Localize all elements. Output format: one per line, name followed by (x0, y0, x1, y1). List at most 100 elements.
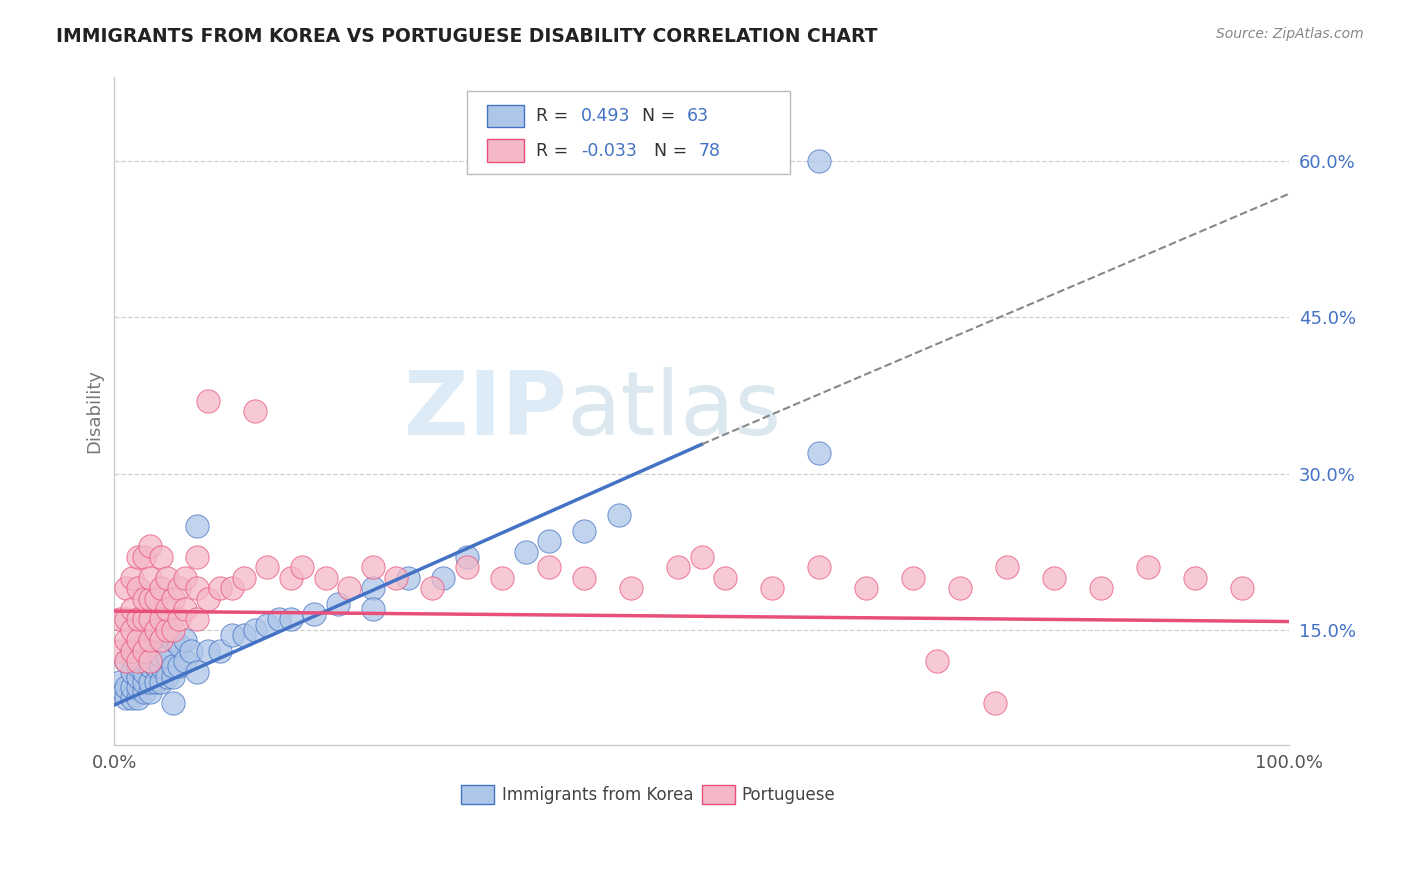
Point (115, 612, 138, 626)
Point (984, 696, 1007, 710)
Point (537, 560, 560, 574)
Text: N =: N = (654, 142, 692, 160)
Point (1043, 571, 1066, 585)
FancyBboxPatch shape (702, 785, 734, 804)
Point (432, 571, 454, 585)
Point (245, 404, 267, 418)
Text: 78: 78 (699, 142, 720, 160)
Point (138, 685, 160, 699)
Point (121, 690, 143, 705)
Point (162, 670, 184, 684)
Point (156, 571, 179, 585)
Point (808, 560, 831, 574)
Point (145, 659, 167, 673)
Point (150, 659, 173, 673)
Point (180, 643, 202, 657)
Point (127, 612, 149, 626)
Text: 0.493: 0.493 (581, 107, 630, 125)
Y-axis label: Disability: Disability (86, 369, 103, 453)
Point (127, 680, 149, 694)
Point (609, 508, 631, 523)
Point (456, 560, 478, 574)
Point (808, 153, 831, 168)
Point (690, 549, 713, 564)
Text: Immigrants from Korea: Immigrants from Korea (502, 786, 693, 804)
Point (714, 571, 737, 585)
Point (1230, 581, 1253, 595)
Point (121, 571, 143, 585)
Point (115, 581, 138, 595)
Text: R =: R = (536, 107, 574, 125)
Text: R =: R = (536, 142, 574, 160)
FancyBboxPatch shape (486, 139, 524, 162)
Point (156, 623, 179, 637)
Point (156, 670, 179, 684)
Point (167, 581, 190, 595)
Point (145, 633, 167, 648)
Point (808, 445, 831, 459)
Point (925, 654, 948, 668)
Point (1090, 581, 1112, 595)
Point (110, 643, 132, 657)
Point (173, 602, 195, 616)
Point (132, 549, 155, 564)
Point (150, 628, 173, 642)
Text: ZIP: ZIP (404, 368, 567, 455)
Point (127, 549, 149, 564)
Point (167, 639, 190, 653)
Point (138, 571, 160, 585)
Point (1137, 560, 1160, 574)
Point (491, 571, 513, 585)
Point (456, 549, 478, 564)
Point (138, 654, 160, 668)
Point (173, 633, 195, 648)
Point (209, 643, 232, 657)
Point (132, 591, 155, 606)
FancyBboxPatch shape (486, 104, 524, 128)
Point (267, 612, 290, 626)
Point (127, 690, 149, 705)
Text: IMMIGRANTS FROM KOREA VS PORTUGUESE DISABILITY CORRELATION CHART: IMMIGRANTS FROM KOREA VS PORTUGUESE DISA… (56, 27, 877, 45)
Point (138, 675, 160, 690)
Point (256, 617, 278, 632)
Point (173, 654, 195, 668)
Point (150, 648, 173, 663)
Point (115, 654, 138, 668)
Point (110, 675, 132, 690)
Point (186, 665, 208, 679)
Point (315, 571, 337, 585)
Point (167, 612, 190, 626)
Point (162, 633, 184, 648)
Point (145, 675, 167, 690)
Point (138, 540, 160, 554)
Point (121, 643, 143, 657)
Point (132, 675, 155, 690)
Point (761, 581, 783, 595)
Point (121, 665, 143, 679)
Point (361, 581, 384, 595)
Point (132, 654, 155, 668)
Point (127, 670, 149, 684)
Point (280, 612, 302, 626)
Point (232, 628, 254, 642)
Point (245, 623, 267, 637)
Point (574, 571, 596, 585)
FancyBboxPatch shape (467, 91, 790, 174)
Point (138, 612, 160, 626)
Point (361, 560, 384, 574)
Point (186, 549, 208, 564)
Point (1184, 571, 1206, 585)
Point (337, 581, 360, 595)
Point (186, 612, 208, 626)
Point (162, 659, 184, 673)
Point (209, 581, 232, 595)
Point (127, 633, 149, 648)
FancyBboxPatch shape (461, 785, 494, 804)
Point (949, 581, 972, 595)
Point (186, 581, 208, 595)
Point (302, 607, 325, 622)
Text: 63: 63 (686, 107, 709, 125)
Point (145, 591, 167, 606)
Point (115, 633, 138, 648)
Point (127, 654, 149, 668)
